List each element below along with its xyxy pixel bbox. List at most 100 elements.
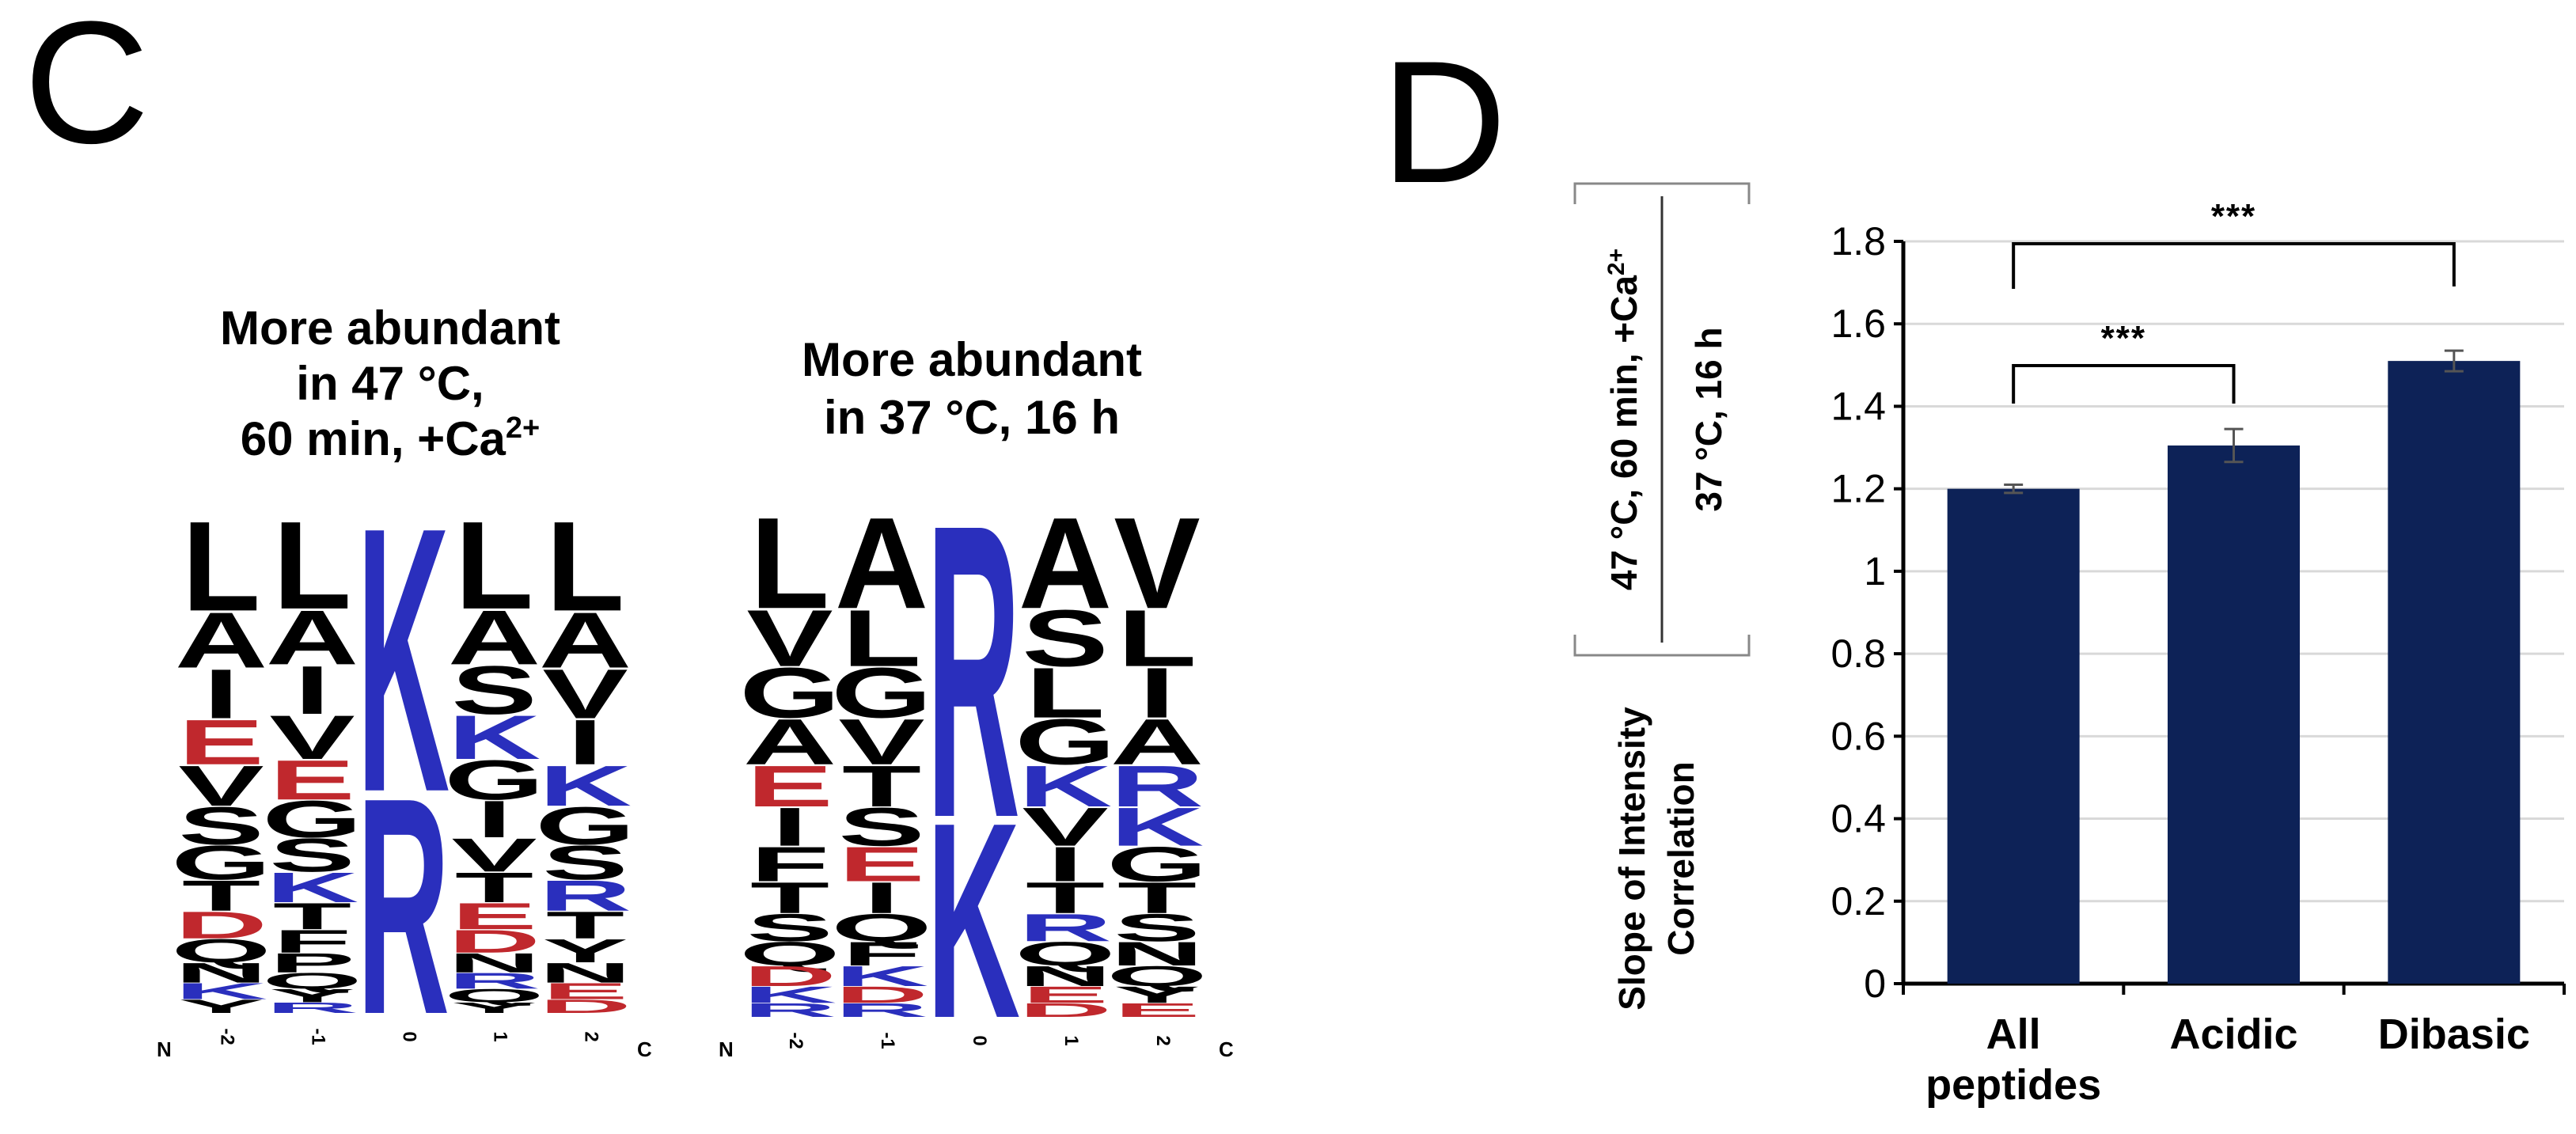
- logo-column: RK: [927, 438, 1020, 1077]
- panel-c-label: C: [24, 0, 150, 180]
- logo-letter: I: [1139, 653, 1175, 733]
- y-tick-label: 1: [1864, 549, 1886, 594]
- logo-letter: D: [1019, 999, 1112, 1022]
- logo-letter: K: [835, 961, 928, 992]
- logo-letter: K: [1110, 796, 1204, 857]
- panel-d-label: D: [1381, 25, 1507, 219]
- logo-letter: S: [838, 796, 924, 857]
- bracket-right: [1573, 635, 1751, 657]
- logo-letter: G: [1015, 706, 1115, 778]
- logo-letter: R: [835, 999, 928, 1022]
- y-tick-label: 1.2: [1831, 467, 1886, 511]
- logo-letter: Q: [444, 985, 544, 1007]
- logo-letter: D: [539, 996, 632, 1017]
- significance-label: ***: [2101, 319, 2146, 358]
- logo-letter: E: [269, 749, 355, 811]
- logo-letter: F: [750, 837, 829, 892]
- x-category-label: All: [1986, 1011, 2041, 1058]
- logo-letter: T: [546, 904, 624, 946]
- logo-letter: V: [269, 703, 355, 773]
- logo-letter: Y: [1113, 981, 1200, 1007]
- logo-letter: G: [171, 836, 271, 890]
- logo-letter: A: [539, 596, 632, 685]
- logo-letter: S: [542, 836, 628, 890]
- logo-letter: L: [455, 495, 533, 635]
- logo-column: KR: [357, 448, 450, 1079]
- logo-1-title-line-1: More abundant: [220, 302, 560, 355]
- logo-letter: G: [1106, 837, 1207, 892]
- logo-letter: K: [448, 703, 541, 773]
- logo-2-title-line-2: in 37 °C, 16 h: [824, 391, 1120, 444]
- y-tick-label: 0.8: [1831, 631, 1886, 676]
- logo-letter: Q: [171, 932, 271, 969]
- bracket-left: [1573, 182, 1751, 204]
- x-category-label: peptides: [1925, 1061, 2101, 1109]
- y-tick-label: 0.6: [1831, 714, 1886, 758]
- logo-letter: L: [842, 594, 921, 684]
- y-label-line-1: Slope of Intensity: [1611, 707, 1652, 1011]
- logo-letter: V: [1113, 491, 1200, 635]
- logo-1-title-line-2: in 47 °C,: [296, 357, 484, 410]
- logo-position-label: 1: [490, 1031, 511, 1041]
- logo-letter: E: [1022, 981, 1108, 1007]
- y-label-denominator: 37 °C, 16 h: [1688, 327, 1729, 511]
- logo-letter: Q: [1106, 961, 1207, 992]
- logo-letter: L: [1117, 594, 1197, 684]
- logo-letter: K: [743, 981, 837, 1007]
- logo-letter: S: [1022, 594, 1108, 684]
- logo-letter: K: [927, 765, 1020, 1077]
- logo-letter: F: [273, 924, 351, 960]
- logo-letter: T: [455, 864, 533, 912]
- logo-letter: T: [182, 871, 260, 920]
- logo-position-label: -1: [877, 1032, 898, 1049]
- logo-letter: Q: [262, 968, 362, 993]
- logo-letter: R: [1019, 906, 1112, 950]
- logo-letter: A: [835, 491, 928, 635]
- logo-position-label: 2: [1152, 1035, 1174, 1045]
- logo-letter: K: [1019, 753, 1112, 819]
- logo-letter: T: [1026, 873, 1105, 923]
- logo-letter: T: [273, 896, 351, 938]
- logo-letter: I: [1047, 837, 1083, 892]
- logo-letter: K: [175, 978, 267, 1004]
- logo-letter: N: [448, 947, 541, 978]
- logo-position-label: -2: [785, 1032, 806, 1049]
- y-tick-label: 1.4: [1831, 384, 1886, 428]
- bar: [2168, 445, 2300, 984]
- logo-2-c-label: C: [1219, 1037, 1234, 1061]
- logo-letter: G: [535, 796, 635, 856]
- logo-letter: E: [178, 707, 264, 778]
- logo-letter: E: [746, 753, 833, 819]
- y-label-numerator-superscript: 2+: [1603, 248, 1629, 275]
- logo-2-n-label: N: [719, 1037, 734, 1061]
- y-tick-label: 0.4: [1831, 797, 1886, 841]
- logo-letter: R: [927, 438, 1020, 906]
- significance-label: ***: [2211, 197, 2256, 236]
- y-tick-label: 0: [1864, 961, 1886, 1006]
- logo-letter: D: [743, 961, 837, 992]
- logo-position-label: -2: [217, 1028, 238, 1045]
- logo-letter: L: [1026, 653, 1105, 733]
- logo-letter: F: [842, 935, 921, 973]
- logo-letter: V: [838, 706, 924, 778]
- x-category-label: Dibasic: [2378, 1011, 2530, 1058]
- y-label-numerator-text: 47 °C, 60 min, +Ca: [1603, 275, 1645, 590]
- logo-letter: K: [539, 753, 632, 818]
- logo-letter: Q: [831, 906, 931, 950]
- y-label-line-2: Correlation: [1660, 761, 1702, 955]
- logo-letter: V: [451, 829, 537, 882]
- logo-letter: R: [448, 968, 541, 993]
- logo-letter: N: [175, 958, 267, 989]
- y-label-numerator: 47 °C, 60 min, +Ca2+: [1603, 248, 1645, 590]
- logo-letter: N: [1110, 935, 1204, 973]
- logo-position-label: -1: [308, 1028, 329, 1045]
- y-tick-label: 0.2: [1831, 879, 1886, 924]
- logo-letter: L: [182, 495, 260, 639]
- bar: [2388, 361, 2521, 984]
- logo-letter: T: [750, 873, 829, 923]
